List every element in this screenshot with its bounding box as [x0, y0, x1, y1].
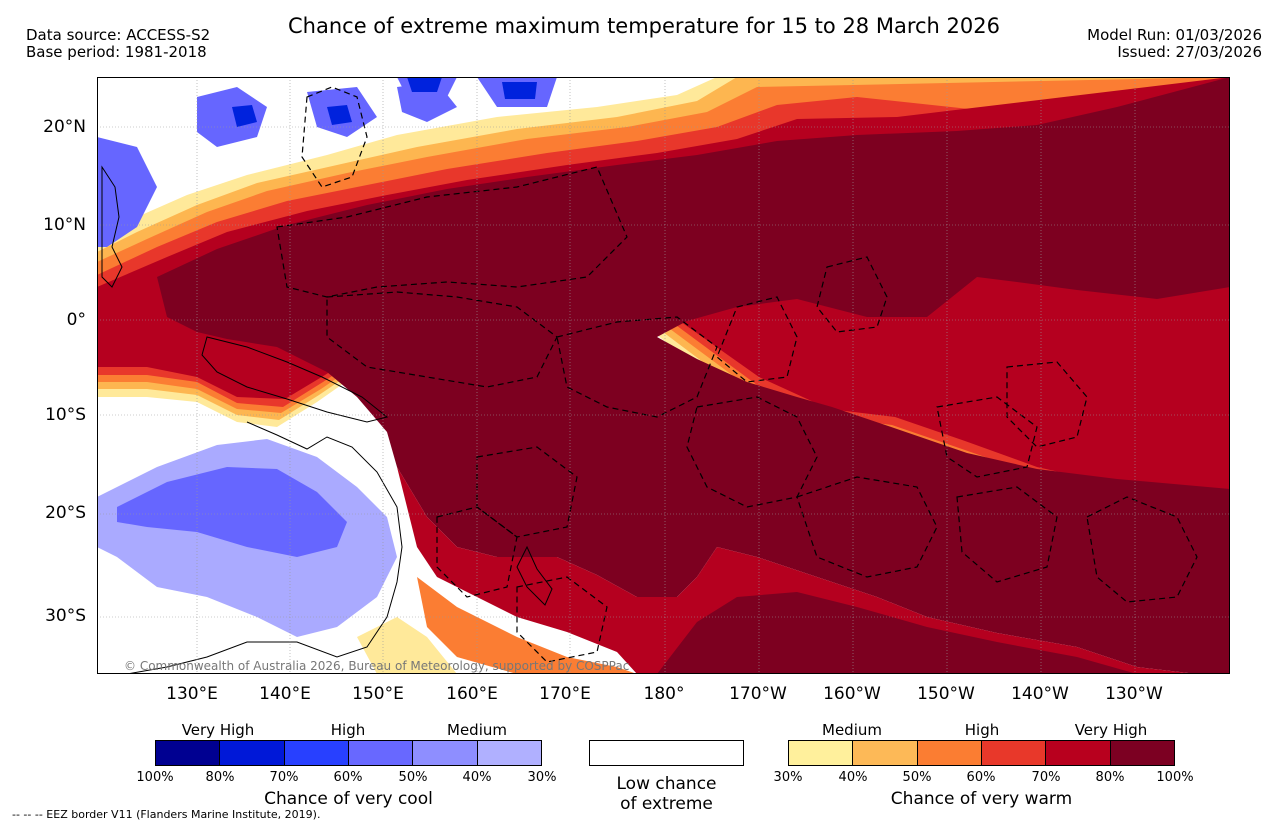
land-new-guinea [201, 336, 389, 423]
low-chance-caption-1: Low chance [616, 774, 717, 794]
lon-label-130e: 130°E [166, 684, 218, 704]
cool-swatch-50-40 [413, 741, 478, 765]
lon-label-160e: 160°E [446, 684, 498, 704]
low-chance-caption-2: of extreme [620, 794, 713, 814]
warm-tick-50: 50% [902, 770, 932, 785]
cool-tick-70: 70% [269, 770, 299, 785]
cool-north-dark [232, 77, 537, 127]
warm-tick-60: 60% [966, 770, 996, 785]
lon-label-160w: 160°W [823, 684, 881, 704]
warm-south-100 [657, 592, 1137, 674]
lon-label-130w: 130°W [1105, 684, 1163, 704]
cool-tick-30: 30% [527, 770, 557, 785]
land-australia [126, 421, 403, 674]
forecast-map [97, 77, 1230, 674]
cool-tick-60: 60% [333, 770, 363, 785]
warm-south-40 [357, 617, 457, 674]
copyright-notice: © Commonwealth of Australia 2026, Bureau… [124, 659, 630, 673]
graticule [97, 77, 1230, 674]
lat-label-30s: 30°S [45, 606, 86, 626]
warm-south-80 [397, 467, 1197, 674]
warm-swatch-50-60 [917, 741, 982, 765]
warm-tick-70: 70% [1031, 770, 1061, 785]
lat-label-10s: 10°S [45, 405, 86, 425]
warm-tick-80: 80% [1095, 770, 1125, 785]
cool-high-label: High [330, 721, 366, 739]
data-source: Data source: ACCESS-S2 [26, 26, 211, 44]
warm-south-60 [417, 577, 637, 674]
warm-swatch-40-50 [853, 741, 918, 765]
base-period: Base period: 1981-2018 [26, 43, 207, 61]
cool-swatch-70-60 [284, 741, 349, 765]
warm-colorbar [788, 740, 1175, 766]
cool-swatch-100-80 [156, 741, 221, 765]
warm-tick-30: 30% [773, 770, 803, 785]
warm-medium-label: Medium [822, 721, 882, 739]
warm-caption: Chance of very warm [890, 789, 1073, 809]
eez-borders [276, 86, 1198, 663]
lon-label-170w: 170°W [729, 684, 787, 704]
warm-swatch-80-100 [1110, 741, 1174, 765]
lon-label-170e: 170°E [539, 684, 591, 704]
lon-label-140w: 140°W [1011, 684, 1069, 704]
lat-label-10n: 10°N [43, 215, 86, 235]
lat-label-20n: 20°N [43, 117, 86, 137]
model-run: Model Run: 01/03/2026 [1087, 26, 1262, 44]
warm-swatch-70-80 [1046, 741, 1111, 765]
warm-swatch-60-70 [981, 741, 1047, 765]
cool-caption: Chance of very cool [264, 789, 433, 809]
eez-footnote: -- -- -- EEZ border V11 (Flanders Marine… [12, 808, 321, 821]
cool-north-patches [97, 77, 557, 247]
low-chance-swatch [589, 740, 744, 766]
warm-tick-100: 100% [1156, 770, 1194, 785]
warm-very-high-label: Very High [1074, 721, 1148, 739]
cool-very-high-label: Very High [181, 721, 255, 739]
map-svg [97, 77, 1230, 674]
cool-swatch-40-30 [477, 741, 541, 765]
lon-label-150w: 150°W [917, 684, 975, 704]
lon-label-140e: 140°E [259, 684, 311, 704]
warm-core-100 [157, 77, 1230, 674]
cool-australia-mid [117, 467, 347, 557]
lon-label-180: 180° [643, 684, 685, 704]
cool-medium-label: Medium [447, 721, 507, 739]
warm-swatch-30-40 [789, 741, 854, 765]
land-new-zealand [516, 545, 553, 606]
cool-tick-40: 40% [462, 770, 492, 785]
map-title: Chance of extreme maximum temperature fo… [288, 14, 1000, 38]
cool-tick-50: 50% [398, 770, 428, 785]
cool-tick-100: 100% [136, 770, 174, 785]
lat-label-0: 0° [66, 310, 86, 330]
cool-swatch-60-50 [348, 741, 414, 765]
lat-label-20s: 20°S [45, 503, 86, 523]
warm-tick-40: 40% [838, 770, 868, 785]
land-philippines [101, 165, 123, 288]
header-left: Data source: ACCESS-S2 Base period: 1981… [26, 27, 210, 61]
cool-swatch-80-70 [220, 741, 285, 765]
cool-tick-80: 80% [205, 770, 235, 785]
lon-label-150e: 150°E [352, 684, 404, 704]
warm-high-label: High [964, 721, 1000, 739]
map-border [97, 77, 1230, 674]
header-right: Model Run: 01/03/2026 Issued: 27/03/2026 [1087, 27, 1262, 61]
issued-date: Issued: 27/03/2026 [1117, 43, 1262, 61]
cool-colorbar [155, 740, 542, 766]
